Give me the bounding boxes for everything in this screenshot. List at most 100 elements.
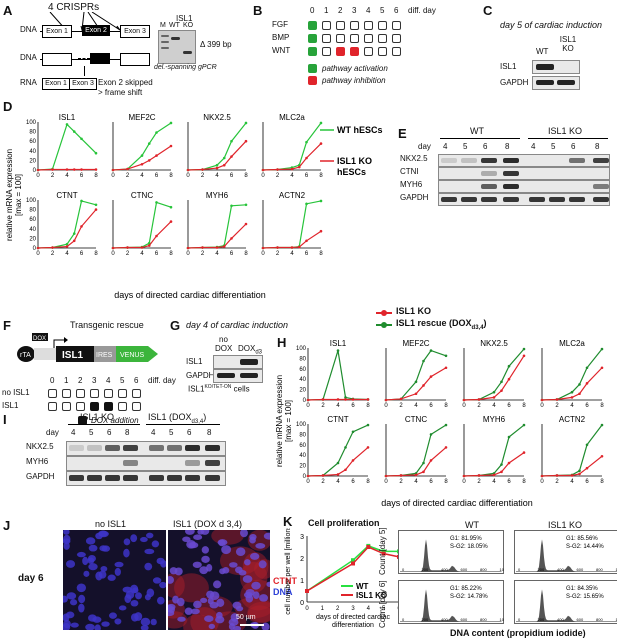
i-band xyxy=(185,445,200,451)
b-cell xyxy=(378,21,387,30)
data-point xyxy=(414,380,418,384)
subplot-mlc2a: MLC2a 0 2 4 6 8 xyxy=(540,339,604,409)
i-day: 4 xyxy=(151,428,156,437)
e-band xyxy=(503,197,519,202)
i-band xyxy=(185,475,200,481)
x-tick-label: 2 xyxy=(51,173,55,179)
x-tick-label: 4 xyxy=(414,479,418,485)
f-row-label: ISL1 xyxy=(2,401,19,410)
data-point xyxy=(305,589,309,593)
data-point xyxy=(169,121,173,125)
rna-note-2: > frame shift xyxy=(98,88,143,97)
nucleus xyxy=(216,598,225,607)
nucleus xyxy=(140,617,151,626)
k-title: Cell proliferation xyxy=(308,518,380,528)
b-legend-inhibition: pathway inhibition xyxy=(322,76,386,85)
data-point xyxy=(65,123,69,126)
i-day: 5 xyxy=(89,428,94,437)
y-axis-label-2: [max = 100] xyxy=(284,400,293,442)
nucleus xyxy=(76,551,86,558)
hist-stat: S-G2: 18.05% xyxy=(450,544,488,550)
data-point xyxy=(344,446,347,449)
data-point xyxy=(570,474,574,477)
gel-lane-ko: KO xyxy=(183,22,194,29)
h-legend-ko-dot xyxy=(381,310,387,316)
nucleus xyxy=(168,606,175,614)
subplot-actn2: ACTN2 0 2 4 6 8 xyxy=(540,415,604,485)
nucleus xyxy=(146,532,154,539)
x-tick-label: 8 xyxy=(244,173,248,179)
i-day: 6 xyxy=(107,428,112,437)
b-cell xyxy=(322,21,331,30)
b-cell xyxy=(308,47,317,56)
micro-scale-label: 50 µm xyxy=(236,614,256,621)
blot-i-group2: ISL1 (DOXd3,4) xyxy=(148,412,207,425)
data-point xyxy=(422,359,425,363)
data-point xyxy=(72,232,76,235)
legend-label: ISL1 KO xyxy=(356,591,387,600)
data-point xyxy=(344,396,347,399)
blot-g-lane1a: no xyxy=(219,335,228,344)
blot-c-lane-ko: ISL1 KO xyxy=(559,35,577,53)
micro-legend-dna: DNA xyxy=(273,587,293,597)
nucleus xyxy=(140,537,148,543)
x-tick-label: 6 xyxy=(80,173,84,179)
nucleus xyxy=(85,537,96,545)
f-day-1: 1 xyxy=(64,376,69,385)
e-day: 6 xyxy=(571,142,576,151)
x-tick-label: 5 xyxy=(382,606,386,612)
nucleus xyxy=(190,608,200,615)
data-point xyxy=(222,163,226,167)
data-point xyxy=(111,246,115,250)
i-day: 4 xyxy=(71,428,76,437)
x-tick-label: 8 xyxy=(319,251,323,257)
nucleus xyxy=(130,613,139,622)
data-point xyxy=(306,398,310,402)
b-days-label: diff. day xyxy=(408,6,436,15)
series-line-ko xyxy=(262,230,322,249)
y-tick-label: 80 xyxy=(299,432,306,438)
i-blot-row xyxy=(66,456,226,471)
data-point xyxy=(600,366,604,370)
nucleus xyxy=(229,562,238,568)
micro-scale-bar xyxy=(240,624,264,626)
x-tick-label: 2 xyxy=(276,173,280,179)
data-point xyxy=(319,121,323,125)
data-point xyxy=(140,246,144,249)
b-cell xyxy=(350,21,359,30)
x-tick-label: 2 xyxy=(555,403,559,409)
b-cell xyxy=(350,34,359,43)
f-cell xyxy=(62,389,71,398)
y-tick-label: 100 xyxy=(26,120,37,126)
h-legend-rescue-dot xyxy=(381,322,387,328)
nucleus xyxy=(63,595,68,603)
data-point xyxy=(147,244,151,247)
hist-stat: S-G2: 15.65% xyxy=(566,594,604,600)
data-point xyxy=(305,140,308,144)
nucleus xyxy=(92,616,102,623)
data-point xyxy=(492,390,496,394)
data-point xyxy=(230,237,233,240)
panel-label-h: H xyxy=(277,335,287,350)
y-tick-label: 100 xyxy=(26,198,37,204)
y-tick-label: 20 xyxy=(29,158,36,164)
x-tick-label: 8 xyxy=(366,403,370,409)
crispr-label: 4 CRISPRs xyxy=(48,2,100,13)
nucleus xyxy=(199,566,209,575)
hist-tick: 800 xyxy=(596,617,603,622)
dna-label-1: DNA xyxy=(20,25,37,34)
x-axis-label: days of directed cardiac differentiation xyxy=(114,290,265,300)
exon2-box: Exon 2 xyxy=(82,25,110,36)
e-row-label: MYH6 xyxy=(400,180,423,189)
data-point xyxy=(65,245,69,248)
gel-image xyxy=(158,30,196,64)
subplot-actn2: ACTN2 0 2 4 6 8 xyxy=(261,191,323,257)
b-day-3: 3 xyxy=(352,6,357,15)
series-line-wt xyxy=(262,122,322,171)
blot-i-day-label: day xyxy=(46,428,59,437)
hist-ylabel-d5: Count [day 5] xyxy=(378,527,387,575)
b-cell xyxy=(392,21,401,30)
